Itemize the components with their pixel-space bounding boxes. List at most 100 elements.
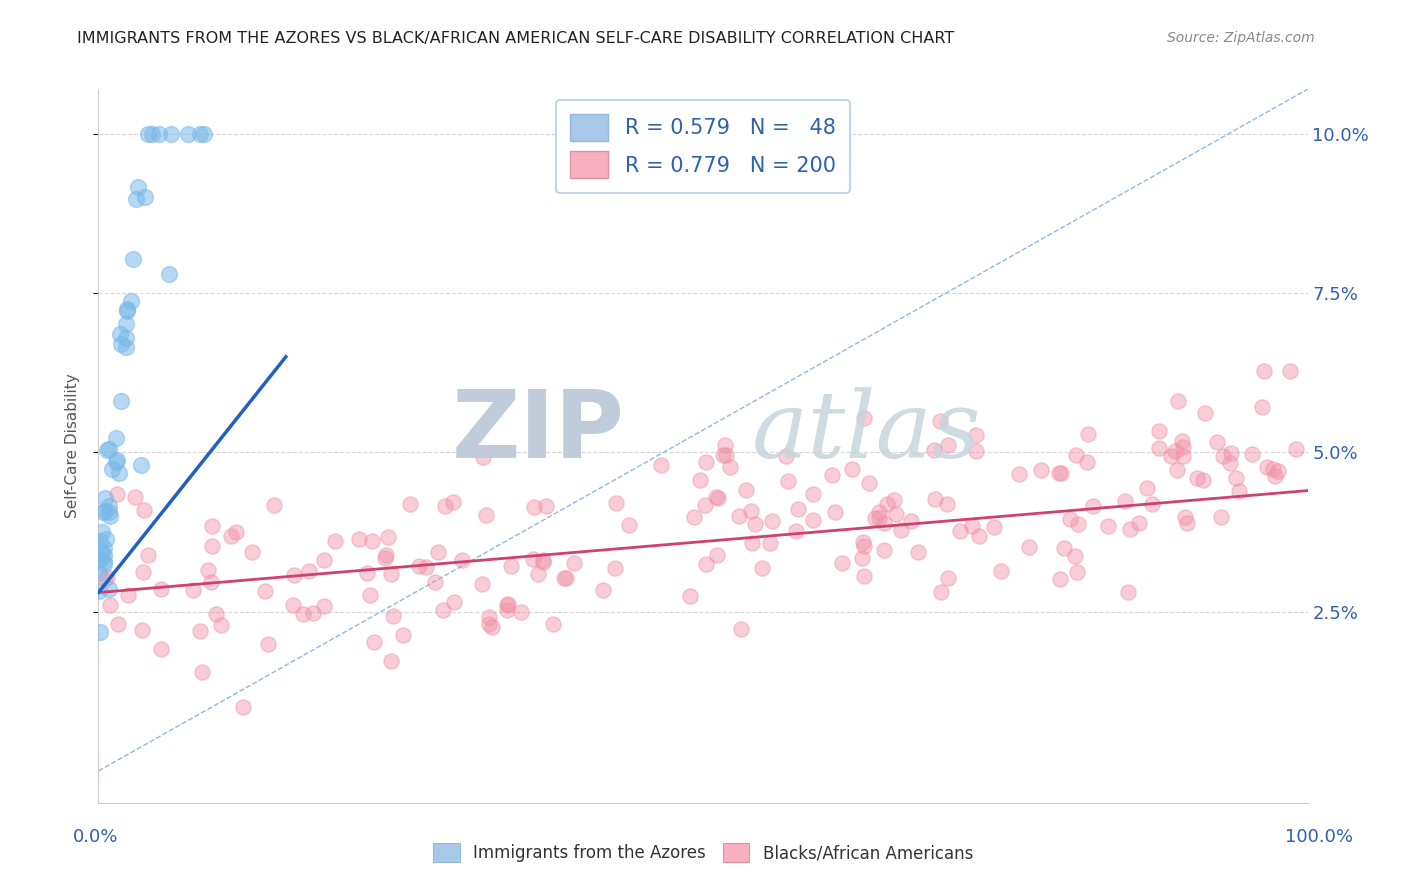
Point	[873, 543, 896, 558]
Point	[481, 620, 503, 634]
Point	[695, 455, 717, 469]
Point	[730, 622, 752, 636]
Point	[1064, 448, 1087, 462]
Point	[110, 326, 132, 341]
Point	[1031, 462, 1053, 476]
Point	[523, 500, 546, 514]
Point	[922, 442, 945, 457]
Point	[775, 449, 797, 463]
Point	[1067, 517, 1090, 532]
Point	[91, 545, 114, 559]
Point	[122, 252, 145, 266]
Point	[93, 541, 115, 556]
Point	[1116, 585, 1139, 599]
Point	[98, 442, 121, 457]
Point	[374, 548, 396, 562]
Point	[283, 567, 305, 582]
Point	[851, 551, 873, 566]
Point	[695, 557, 717, 571]
Point	[89, 624, 111, 639]
Point	[93, 504, 115, 518]
Point	[531, 552, 554, 566]
Point	[555, 571, 578, 585]
Point	[110, 394, 132, 409]
Point	[1227, 483, 1250, 498]
Point	[374, 550, 396, 565]
Point	[93, 572, 115, 586]
Point	[115, 317, 138, 331]
Point	[425, 574, 447, 589]
Point	[1284, 442, 1306, 457]
Point	[105, 453, 128, 467]
Point	[349, 532, 371, 546]
Point	[115, 303, 138, 318]
Point	[197, 563, 219, 577]
Point	[718, 460, 741, 475]
Point	[392, 628, 415, 642]
Point	[711, 448, 734, 462]
Point	[104, 455, 127, 469]
Point	[415, 560, 437, 574]
Point	[1219, 456, 1241, 470]
Point	[1049, 466, 1071, 480]
Text: 0.0%: 0.0%	[73, 828, 118, 846]
Point	[541, 617, 564, 632]
Point	[209, 618, 232, 632]
Point	[117, 588, 139, 602]
Point	[693, 498, 716, 512]
Point	[96, 570, 118, 584]
Point	[190, 665, 212, 679]
Point	[1140, 497, 1163, 511]
Point	[1018, 540, 1040, 554]
Point	[965, 427, 987, 442]
Point	[91, 505, 114, 519]
Point	[1240, 446, 1263, 460]
Point	[104, 431, 127, 445]
Point	[603, 560, 626, 574]
Point	[831, 557, 853, 571]
Point	[108, 466, 131, 480]
Point	[1149, 424, 1171, 438]
Point	[1163, 444, 1185, 458]
Point	[432, 602, 454, 616]
Point	[1063, 549, 1085, 564]
Point	[451, 553, 474, 567]
Point	[801, 486, 824, 500]
Point	[221, 528, 243, 542]
Point	[1225, 471, 1247, 485]
Point	[562, 556, 585, 570]
Point	[160, 127, 183, 141]
Point	[132, 565, 155, 579]
Point	[553, 572, 575, 586]
Text: ZIP: ZIP	[451, 385, 624, 478]
Point	[408, 559, 430, 574]
Point	[907, 545, 929, 559]
Point	[853, 539, 876, 553]
Point	[200, 575, 222, 590]
Point	[1220, 446, 1243, 460]
Point	[101, 462, 124, 476]
Point	[983, 520, 1005, 534]
Point	[704, 490, 727, 504]
Point	[124, 192, 146, 206]
Point	[89, 552, 111, 566]
Point	[758, 536, 780, 550]
Point	[890, 523, 912, 537]
Point	[1263, 462, 1285, 476]
Point	[149, 641, 172, 656]
Text: 100.0%: 100.0%	[1285, 828, 1353, 846]
Point	[886, 507, 908, 521]
Point	[148, 127, 170, 141]
Point	[1008, 467, 1031, 481]
Point	[852, 411, 875, 425]
Point	[98, 582, 121, 596]
Point	[948, 524, 970, 538]
Point	[131, 623, 153, 637]
Point	[740, 504, 762, 518]
Point	[281, 599, 304, 613]
Point	[399, 497, 422, 511]
Point	[240, 545, 263, 559]
Point	[1253, 364, 1275, 378]
Point	[1166, 463, 1188, 477]
Point	[298, 564, 321, 578]
